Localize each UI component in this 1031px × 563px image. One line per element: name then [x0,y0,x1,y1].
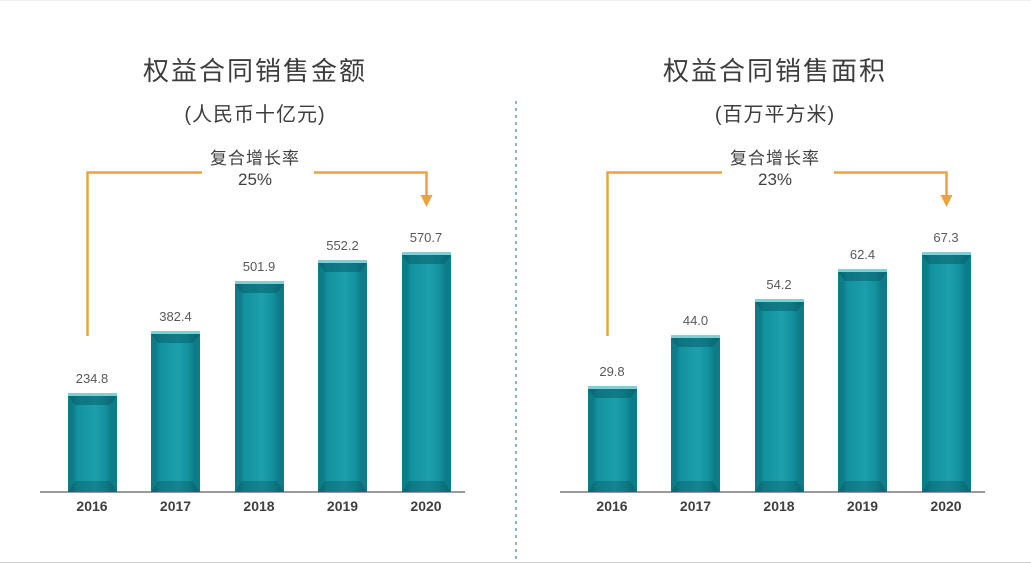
bar-2018 [234,281,284,492]
x-tick-label: 2018 [243,498,275,514]
chart-title: 权益合同销售金额 [142,56,367,86]
cagr-value: 23% [757,170,793,189]
bar-value-label: 44.0 [682,313,709,328]
chart-subtitle: (百万平方米) [714,104,836,126]
x-tick-label: 2018 [763,498,795,514]
bar-2020 [921,252,971,492]
x-axis-line [40,491,465,493]
bar-value-label: 501.9 [242,259,276,274]
cagr-value: 25% [237,170,273,189]
vertical-divider [515,101,517,559]
bar-2019 [318,260,367,492]
bar-2018 [754,299,804,492]
bar-2017 [151,331,200,492]
x-tick-label: 2016 [76,498,108,514]
chart-subtitle: (人民币十亿元) [184,104,326,126]
chart-title: 权益合同销售面积 [662,56,887,86]
bar-2016 [587,386,637,492]
x-tick-label: 2019 [326,498,359,514]
chart-contract-sales-area: 权益合同销售面积 (百万平方米) 复合增长率 23% 29.8 2016 44.0 2… [550,1,1000,562]
chart-contract-sales-amount: 权益合同销售金额 (人民币十亿元) 复合增长率 25% 234.8 2016 382… [30,1,480,562]
bar-value-label: 29.8 [599,364,625,379]
bar-value-label: 54.2 [766,277,792,292]
bar-value-label: 552.2 [326,238,359,253]
plot-area: 29.8 2016 44.0 2017 54.2 2018 62.4 2019 67.3 2020 [550,1,1000,562]
bar-2019 [838,269,887,492]
cagr-label: 复合增长率 [730,149,820,168]
x-axis-line [560,491,985,493]
bar-2017 [671,335,720,492]
bar-value-label: 570.7 [409,230,443,245]
bar-2020 [401,252,451,492]
bar-value-label: 382.4 [159,309,192,324]
x-tick-label: 2020 [410,498,442,514]
bar-value-label: 234.8 [75,371,109,386]
x-tick-label: 2020 [930,498,962,514]
cagr-label: 复合增长率 [210,149,300,168]
x-tick-label: 2019 [846,498,879,514]
bar-2016 [67,393,117,492]
plot-area: 234.8 2016 382.4 2017 501.9 2018 552.2 2019 570.… [30,1,480,562]
x-tick-label: 2016 [596,498,628,514]
bar-value-label: 62.4 [849,247,876,262]
x-tick-label: 2017 [679,498,712,514]
x-tick-label: 2017 [159,498,192,514]
bar-value-label: 67.3 [933,230,959,245]
